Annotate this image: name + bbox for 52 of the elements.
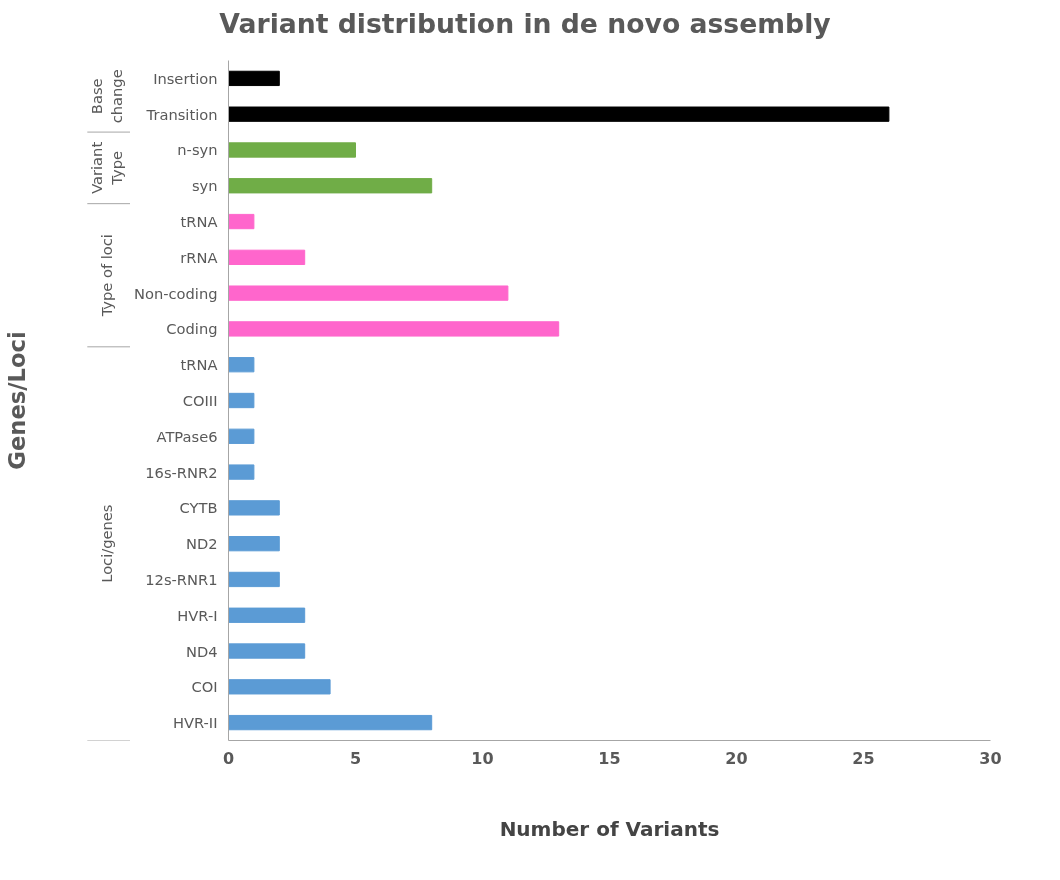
bar: [228, 142, 356, 158]
bar: [228, 106, 890, 122]
bar: [228, 357, 255, 373]
y-tick-label: syn: [191, 177, 218, 195]
y-tick-label: COIII: [182, 392, 218, 409]
bar: [228, 285, 509, 301]
bar: [228, 70, 280, 87]
y-tick-label: CYTB: [179, 499, 218, 517]
y-tick-label: Transition: [145, 105, 218, 123]
y-tick-label: HVR-II: [172, 714, 218, 732]
x-tick-label: 10: [471, 748, 494, 768]
x-tick-label: 25: [852, 748, 875, 768]
x-tick-label: 5: [349, 748, 362, 768]
x-tick-label: 30: [979, 748, 1002, 768]
bar: [228, 607, 306, 623]
y-axis-title: Genes/Loci: [3, 331, 30, 470]
y-tick-label: COI: [191, 678, 218, 696]
text: Base change: [87, 69, 126, 124]
bar: [228, 464, 255, 480]
bar: [228, 536, 280, 552]
y-tick-label: Coding: [166, 320, 218, 338]
x-tick-label: 20: [725, 748, 748, 768]
y-tick-label: ATPase6: [156, 427, 218, 445]
bar: [228, 500, 280, 516]
bar: [228, 643, 306, 659]
text: Type of loci: [98, 234, 115, 318]
chart-title: Variant distribution in de novo assembly: [219, 7, 831, 41]
y-tick-label: HVR-I: [177, 606, 218, 624]
bar: [228, 178, 433, 194]
x-tick-label: 15: [598, 748, 621, 768]
bar: [228, 249, 306, 265]
bar: [228, 571, 280, 588]
bar: [228, 392, 255, 409]
y-tick-label: ND4: [185, 642, 218, 660]
y-tick-label: 12s-RNR1: [145, 570, 218, 588]
bar: [228, 679, 331, 695]
bar: [228, 321, 560, 337]
y-tick-label: n-syn: [177, 141, 218, 159]
y-tick-label: Insertion: [153, 69, 218, 87]
bar: [228, 213, 255, 230]
x-axis-title: Number of Variants: [499, 816, 720, 841]
text: Loci/genes: [98, 504, 115, 583]
text: Variant Type: [87, 141, 126, 194]
y-tick-label: ND2: [185, 535, 218, 553]
y-tick-label: tRNA: [180, 213, 218, 231]
y-tick-label: tRNA: [180, 356, 218, 374]
x-tick-label: 0: [222, 748, 235, 768]
y-tick-label: rRNA: [180, 248, 218, 266]
y-tick-label: 16s-RNR2: [145, 463, 218, 481]
bar: [228, 428, 255, 444]
bar: [228, 714, 433, 731]
y-tick-label: Non-coding: [134, 284, 218, 302]
